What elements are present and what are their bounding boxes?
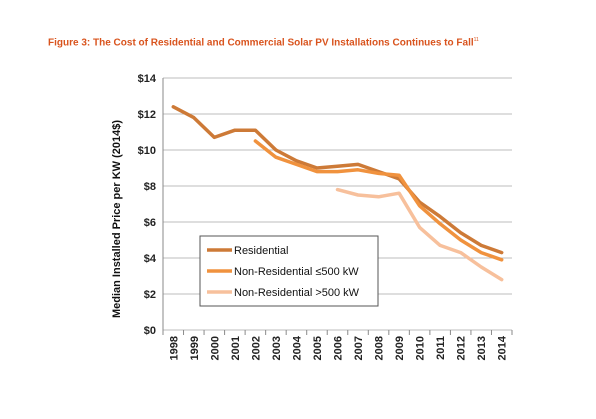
x-tick-label: 2014 <box>497 335 509 360</box>
series-line <box>171 105 504 255</box>
series-lines <box>171 105 504 282</box>
legend: Residential Non-Residential ≤500 kW Non-Re… <box>199 235 379 307</box>
y-tick-label: $8 <box>144 181 156 193</box>
x-tick-label: 2011 <box>435 336 447 360</box>
y-tick-label: $14 <box>138 73 157 85</box>
figure-title: Figure 3: The Cost of Residential and Co… <box>48 37 479 48</box>
y-tick-label: $12 <box>138 109 156 121</box>
x-tick-label: 2008 <box>374 336 386 360</box>
x-tick-label: 2002 <box>250 336 262 360</box>
figure-title-text: Figure 3: The Cost of Residential and Co… <box>48 37 474 49</box>
y-tick-label: $0 <box>144 325 156 337</box>
footnote-marker: 11 <box>473 37 479 43</box>
x-tick-label: 2010 <box>415 336 427 360</box>
y-axis-label: Median Installed Price per KW (2014$) <box>111 120 123 318</box>
series-line <box>335 187 504 282</box>
x-tick-label: 2012 <box>456 336 468 360</box>
y-tick-label: $10 <box>138 145 156 157</box>
legend-label: Residential <box>234 245 288 257</box>
x-tick-label: 2003 <box>271 336 283 360</box>
x-tick-label: 2000 <box>209 336 221 360</box>
x-tick-label: 2013 <box>476 336 488 360</box>
x-tick-label: 2006 <box>333 336 345 360</box>
y-tick-label: $6 <box>144 217 156 229</box>
x-tick-label: 2009 <box>394 336 406 360</box>
x-axis-ticks: 1998 1999 2000 2001 2002 2003 2004 2005 2006 2007… <box>162 330 513 360</box>
legend-label: Non-Residential ≤500 kW <box>234 266 359 278</box>
series-line <box>253 139 504 262</box>
legend-label: Non-Residential >500 kW <box>234 287 360 299</box>
x-tick-label: 1999 <box>189 336 201 360</box>
y-axis-ticks: $0 $2 $4 $6 $8 $10 $12 $14 <box>138 73 157 337</box>
y-tick-label: $4 <box>144 253 157 265</box>
x-tick-label: 1998 <box>168 336 180 360</box>
x-tick-label: 2005 <box>312 336 324 360</box>
y-tick-label: $2 <box>144 289 156 301</box>
x-tick-label: 2007 <box>353 336 365 360</box>
x-tick-label: 2001 <box>230 336 242 360</box>
x-tick-label: 2004 <box>291 335 303 360</box>
